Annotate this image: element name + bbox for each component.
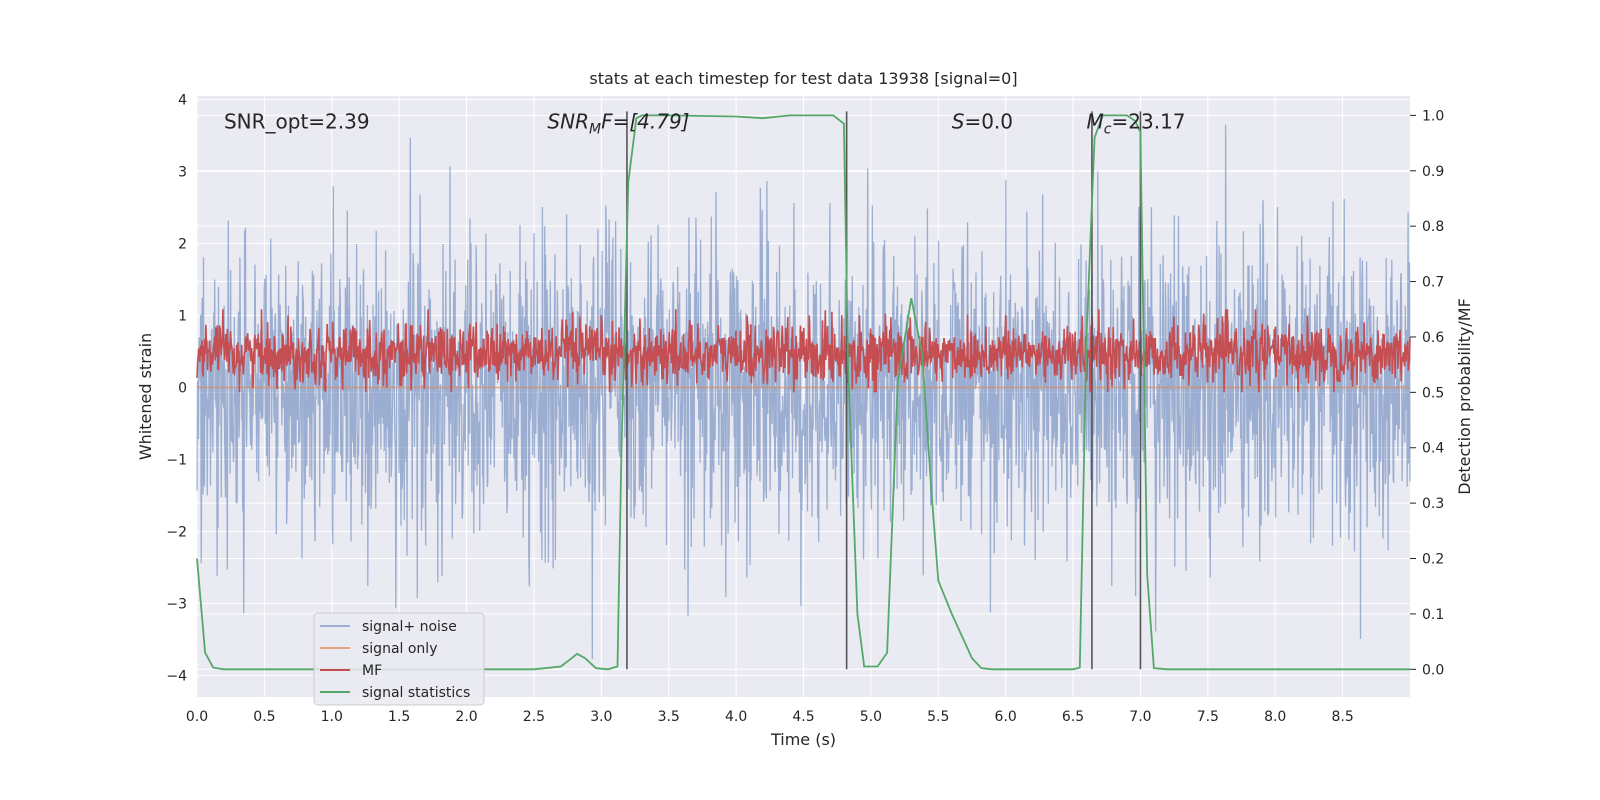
signal-statistics-line [196, 114, 1410, 671]
x-tick-label: 7.0 [1129, 709, 1151, 725]
y2-tick-label: 0.5 [1422, 385, 1444, 401]
x-tick-label: 6.0 [995, 709, 1017, 725]
x-tick-label: 4.5 [792, 709, 814, 725]
y-tick-label: 4 [178, 93, 187, 109]
x-tick-label: 8.5 [1331, 709, 1353, 725]
legend-label: signal only [362, 641, 437, 657]
legend-label: MF [362, 663, 382, 679]
x-tick-label: 1.0 [321, 709, 343, 725]
x-tick-label: 8.0 [1264, 709, 1286, 725]
mf-series [196, 309, 1411, 393]
annotation-snr-mf-rest: F=[4.79] [601, 109, 689, 133]
annotation-snr-mf-main: SNR [547, 109, 589, 133]
legend-box [313, 612, 485, 706]
mf-line [196, 309, 1411, 393]
x-tick-label: 7.5 [1197, 709, 1219, 725]
x-tick-label: 6.5 [1062, 709, 1084, 725]
annotation-mc-main: M [1087, 109, 1104, 133]
y-tick-label: −2 [166, 524, 187, 540]
y2-tick-label: 0.4 [1422, 441, 1444, 457]
x-tick-label: 5.5 [927, 709, 949, 725]
x-tick-label: 0.5 [253, 709, 275, 725]
annotation-mc-rest: =23.17 [1112, 109, 1186, 133]
y2-tick-label: 0.3 [1422, 496, 1444, 512]
y2-tick-label: 0.8 [1422, 219, 1444, 235]
legend-label: signal statistics [362, 685, 470, 701]
x-tick-label: 2.5 [523, 709, 545, 725]
chart-title: stats at each timestep for test data 139… [589, 69, 1017, 88]
legend: signal+ noise signal only MF signal statist… [313, 612, 485, 706]
x-tick-label: 4.0 [725, 709, 747, 725]
y-tick-label: −4 [166, 668, 187, 684]
x-tick-label: 0.0 [186, 709, 208, 725]
y2-tick-label: 0.6 [1422, 330, 1444, 346]
y2-axis-label: Detection probability/MF [1455, 298, 1474, 495]
y-axis-label: Whitened strain [136, 333, 155, 460]
y2-tick-label: 0.0 [1422, 662, 1444, 678]
y2-tick-label: 0.9 [1422, 164, 1444, 180]
annotation-mc-sub: c [1104, 121, 1112, 137]
x-tick-label: 5.0 [860, 709, 882, 725]
annotation-snr-mf: SNRMF=[4.79] [547, 109, 689, 137]
y-tick-label: 1 [178, 309, 187, 325]
annotation-s-main: S [952, 109, 965, 133]
annotation-s-rest: =0.0 [964, 109, 1013, 133]
axis-ticks: 0.0 0.5 1.0 1.5 2.0 2.5 3.0 3.5 4.0 4.5 5.0 5.5 6.0 6… [166, 93, 1444, 725]
y2-tick-label: 0.2 [1422, 552, 1444, 568]
annotation-snr-mf-sub: M [589, 121, 601, 137]
annotation-snr-opt: SNR_opt=2.39 [224, 109, 370, 133]
x-tick-label: 3.0 [590, 709, 612, 725]
x-tick-label: 1.5 [388, 709, 410, 725]
y-tick-label: 2 [178, 237, 187, 253]
y-tick-label: −1 [166, 452, 187, 468]
y2-tick-label: 0.7 [1422, 275, 1444, 291]
y2-tick-label: 0.1 [1422, 607, 1444, 623]
x-tick-label: 2.0 [455, 709, 477, 725]
legend-label: signal+ noise [362, 619, 457, 635]
x-tick-label: 3.5 [658, 709, 680, 725]
y2-tick-label: 1.0 [1422, 108, 1444, 124]
signal-noise-series [196, 124, 1411, 660]
annotation-s: S=0.0 [952, 109, 1013, 133]
x-axis-label: Time (s) [770, 730, 836, 749]
y-tick-label: −3 [166, 596, 187, 612]
annotation-mc: Mc=23.17 [1087, 109, 1186, 137]
signal-statistics-series [196, 114, 1410, 671]
y-tick-label: 3 [178, 165, 187, 181]
signal-noise-line [196, 124, 1411, 660]
y-tick-label: 0 [178, 381, 187, 397]
